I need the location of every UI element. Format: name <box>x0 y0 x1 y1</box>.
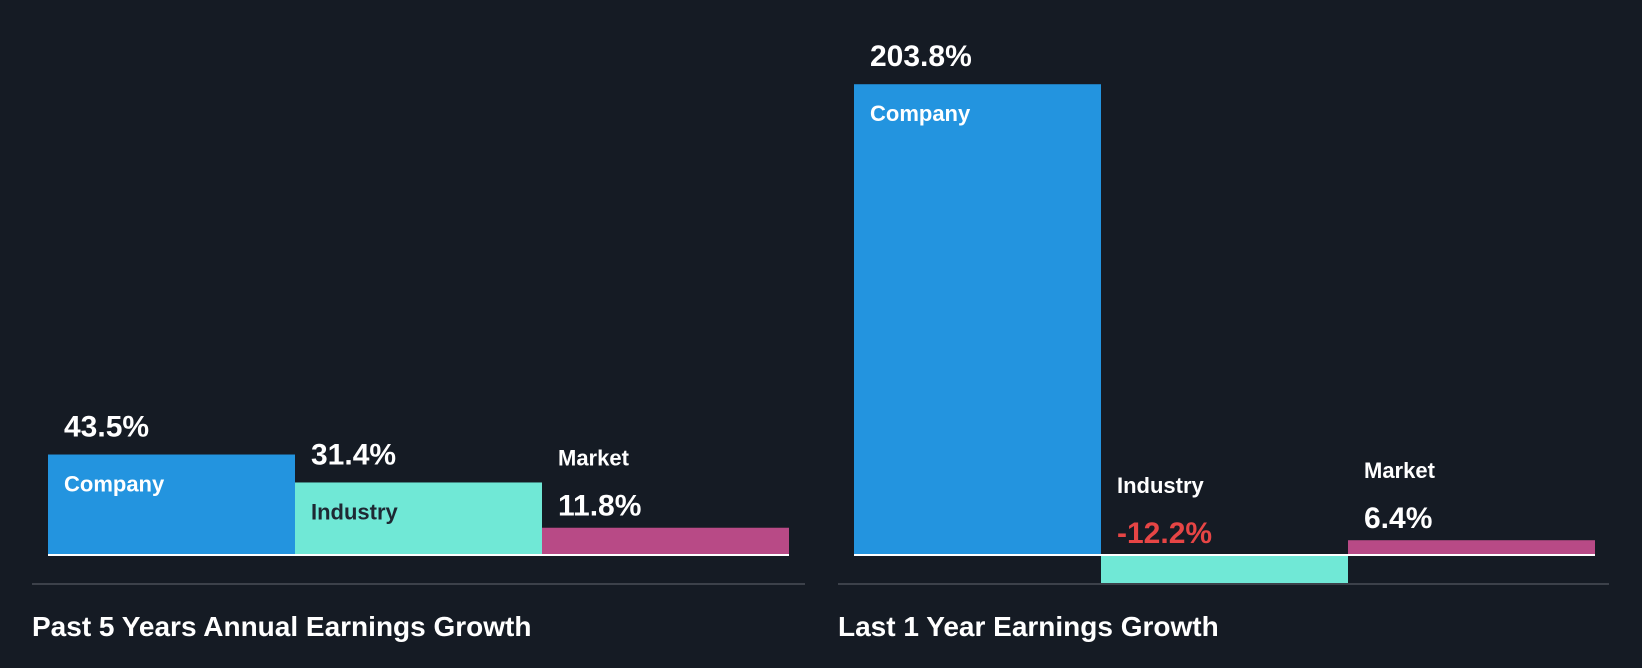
company-category-label: Company <box>64 472 165 497</box>
market-category-label: Market <box>558 446 630 471</box>
company-value-label: 203.8% <box>870 40 972 73</box>
industry-value-label: -12.2% <box>1117 517 1212 550</box>
chart-title: Last 1 Year Earnings Growth <box>838 611 1219 642</box>
industry-bar <box>295 482 542 555</box>
market-bar <box>542 527 789 555</box>
chart-title: Past 5 Years Annual Earnings Growth <box>32 611 532 642</box>
company-bar <box>854 84 1101 556</box>
industry-value-label: 31.4% <box>311 438 396 471</box>
industry-category-label: Industry <box>311 499 399 524</box>
company-bar <box>48 454 295 555</box>
company-value-label: 43.5% <box>64 411 149 444</box>
company-category-label: Company <box>870 101 971 126</box>
market-bar <box>1348 540 1595 555</box>
market-value-label: 11.8% <box>558 490 641 523</box>
industry-bar <box>1101 555 1348 584</box>
market-category-label: Market <box>1364 458 1436 483</box>
market-value-label: 6.4% <box>1364 502 1432 535</box>
industry-category-label: Industry <box>1117 473 1205 498</box>
